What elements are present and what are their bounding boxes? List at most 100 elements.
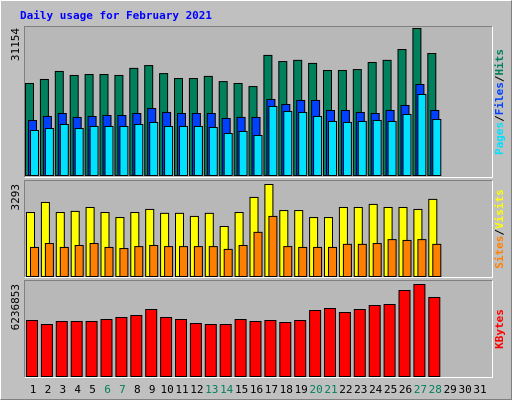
bar xyxy=(164,125,174,177)
bar xyxy=(59,123,69,176)
legend-entry: Files xyxy=(493,82,506,115)
bar xyxy=(328,246,337,277)
bar xyxy=(145,309,158,377)
bar xyxy=(264,320,277,378)
bevel xyxy=(24,180,493,278)
bevel xyxy=(24,280,493,378)
x-tick-label: 18 xyxy=(280,383,293,396)
y-tick-label: 6236853 xyxy=(9,284,22,330)
bar xyxy=(119,248,129,278)
bar xyxy=(253,134,263,177)
bar xyxy=(283,246,293,278)
bar xyxy=(55,320,68,377)
x-tick-label: 19 xyxy=(295,383,308,396)
x-tick-label: 22 xyxy=(339,383,352,396)
bar xyxy=(208,246,218,278)
bar xyxy=(372,243,382,277)
chart-title: Daily usage for February 2021 xyxy=(20,9,212,22)
bar xyxy=(283,110,293,176)
bevel xyxy=(24,26,493,178)
x-tick-label: 4 xyxy=(74,383,81,396)
bar xyxy=(115,316,128,377)
bar xyxy=(40,324,53,378)
bar xyxy=(279,321,292,378)
x-tick-label: 27 xyxy=(414,383,427,396)
x-tick-label: 11 xyxy=(175,383,188,396)
bar xyxy=(130,315,143,377)
bar xyxy=(387,120,397,176)
bar xyxy=(268,215,278,278)
bar xyxy=(104,125,114,177)
bar xyxy=(398,290,411,377)
bar xyxy=(179,246,188,278)
bar xyxy=(149,244,159,278)
bar xyxy=(357,243,367,278)
bar xyxy=(85,320,98,377)
x-tick-label: 14 xyxy=(220,383,234,396)
x-tick-label: 23 xyxy=(354,383,367,396)
bar xyxy=(134,246,144,278)
legend: Sites/Visits xyxy=(493,189,506,269)
x-tick-label: 20 xyxy=(309,383,322,396)
bar xyxy=(342,121,352,176)
bar xyxy=(160,316,173,377)
bar xyxy=(26,320,38,378)
bar xyxy=(89,125,99,177)
bar xyxy=(313,115,323,176)
legend: KBytes xyxy=(493,309,506,349)
y-tick-label: 3293 xyxy=(9,184,22,211)
bar xyxy=(338,311,351,377)
bar xyxy=(368,305,381,377)
bar xyxy=(100,319,113,377)
bar xyxy=(223,248,233,277)
bar xyxy=(387,239,397,278)
x-tick-label: 15 xyxy=(235,383,248,396)
x-tick-label: 29 xyxy=(444,383,457,396)
bevel xyxy=(24,280,493,378)
legend-separator: / xyxy=(493,229,506,236)
bar xyxy=(30,246,39,277)
x-tick-label: 10 xyxy=(160,383,173,396)
bar xyxy=(432,118,442,176)
x-tick-label: 6 xyxy=(104,383,111,396)
legend-entry: KBytes xyxy=(493,309,506,349)
bar xyxy=(268,105,278,176)
bar xyxy=(324,307,336,377)
bar xyxy=(357,120,367,176)
bar xyxy=(204,324,217,378)
bar xyxy=(238,244,248,278)
bar xyxy=(249,320,262,377)
bar xyxy=(134,123,144,176)
bar xyxy=(372,119,382,176)
bar xyxy=(74,244,84,278)
bar xyxy=(223,133,233,176)
bar xyxy=(149,121,159,176)
bar xyxy=(30,129,39,176)
bar xyxy=(428,296,441,378)
x-tick-label: 2 xyxy=(45,383,52,396)
x-tick-label: 25 xyxy=(384,383,397,396)
bar xyxy=(104,246,114,277)
x-tick-label: 1 xyxy=(30,383,37,396)
bar xyxy=(294,320,307,378)
x-tick-label: 9 xyxy=(149,383,156,396)
legend-separator: / xyxy=(493,115,506,122)
bar xyxy=(89,243,99,277)
bar xyxy=(353,309,366,377)
x-tick-label: 16 xyxy=(250,383,263,396)
bar xyxy=(175,319,187,377)
legend-entry: Sites xyxy=(493,236,506,269)
bar xyxy=(74,128,84,176)
x-tick-label: 13 xyxy=(205,383,218,396)
legend-entry: Pages xyxy=(493,122,506,155)
y-tick-label: 31154 xyxy=(9,28,22,61)
bevel xyxy=(24,26,493,178)
bar xyxy=(417,93,427,176)
x-tick-label: 12 xyxy=(190,383,203,396)
bar xyxy=(313,246,323,277)
bar xyxy=(309,310,322,378)
x-tick-label: 30 xyxy=(458,383,471,396)
bar xyxy=(70,320,83,377)
bar xyxy=(189,322,202,377)
